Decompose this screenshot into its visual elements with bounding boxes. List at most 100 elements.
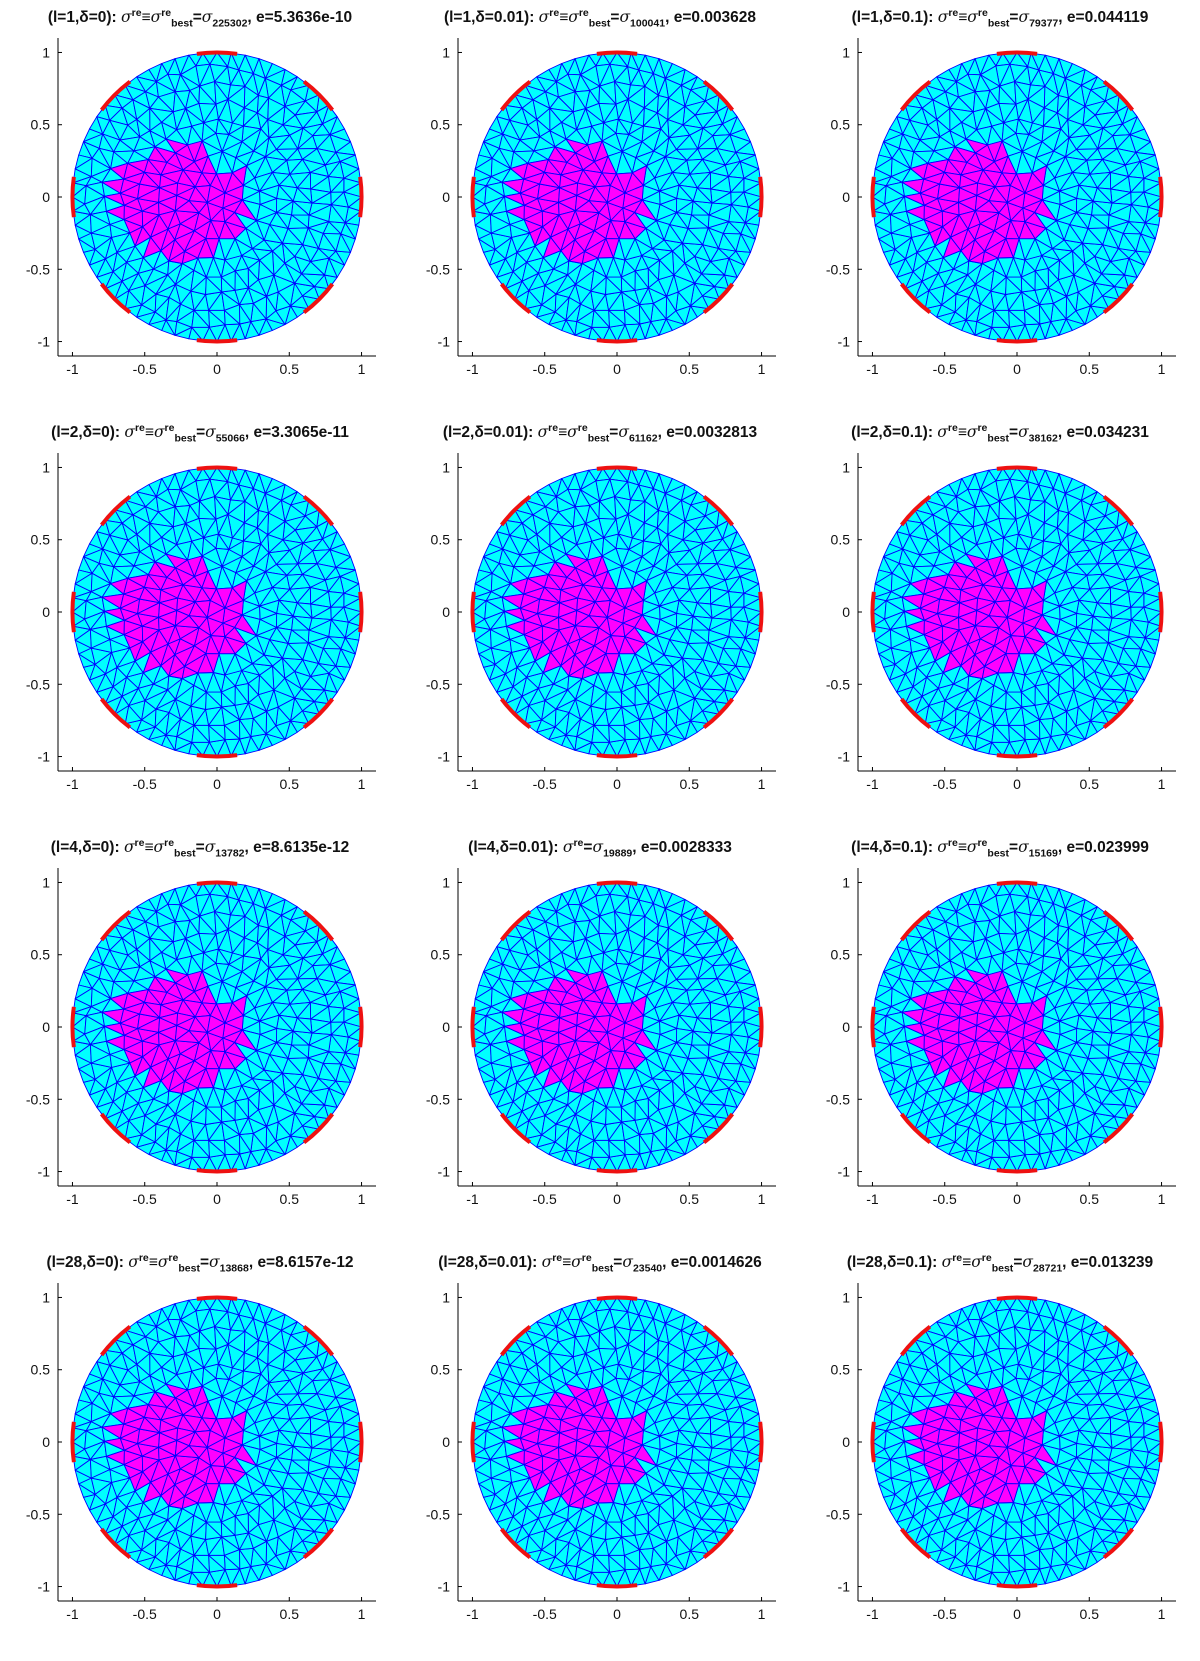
mesh-element [222,1037,236,1053]
y-tick-label: -1 [438,334,451,350]
electrode-arc [302,494,335,527]
electrode-arc [899,79,932,112]
x-tick-label: -1 [866,776,879,792]
delta-value: 0.01 [492,424,523,442]
y-tick-label: -0.5 [26,261,50,277]
electrodes [70,50,364,344]
electrode-arc [499,697,532,730]
superscript-re: re [548,422,559,434]
sigma-symbol: σ [204,838,216,857]
mesh-plot: -1 -0.5 0 0.5 110.50-0.5-1 [26,868,376,1207]
y-tick-label: -1 [38,1164,51,1180]
mesh-plot: -1 -0.5 0 0.5 110.50-0.5-1 [826,868,1176,1207]
mesh-triangles [72,52,362,342]
electrode-arc [358,1006,364,1048]
equiv-symbol: ≡ [957,424,967,442]
y-tick-label: -0.5 [26,1091,50,1107]
electrode-arc [302,79,335,112]
error-label: e= [666,424,684,442]
mesh-plot: -1 -0.5 0 0.5 110.50-0.5-1 [26,453,376,792]
y-tick-label: 0 [42,604,50,620]
mesh-element [1006,607,1026,624]
delta-value: 0.01 [493,9,525,27]
electrode-arc [899,697,932,730]
electrode-arc [996,50,1038,56]
electrode-arc [302,1112,335,1145]
subscript-best: best [588,17,611,30]
x-tick-label: 0.5 [280,1191,300,1207]
y-tick-label: 0.5 [31,532,51,548]
mesh-triangles [472,52,762,342]
x-tick-label: 1 [758,776,766,792]
y-tick-label: 1 [442,874,450,890]
l-label: l= [473,839,487,857]
l-label: l= [856,9,871,27]
y-tick-label: 0.5 [31,947,51,963]
panel: (l=1,δ=0.01): σre≡σrebest=σ100041, e=0.0… [400,0,800,415]
sigma-symbol: σ [1018,423,1029,442]
delta-label: δ= [882,424,902,442]
equiv-symbol: ≡ [144,424,154,442]
error-value: 0.023999 [1084,839,1149,857]
equiv-symbol: ≡ [559,9,569,27]
sigma-symbol: σ [124,423,135,442]
sigma-symbol: σ [567,423,578,442]
panel-title: (l=4,δ=0.1): σre≡σrebest=σ15169, e=0.023… [851,837,1149,860]
sigma-index: 79377 [1029,17,1059,30]
sigma-symbol: σ [618,423,629,442]
superscript-re: re [977,7,988,19]
electrode-arc [996,465,1038,471]
error-value: 0.044119 [1084,9,1149,27]
electrode-arc [99,697,132,730]
subscript-best: best [174,847,196,860]
electrode-arc [196,50,238,56]
error-label: e= [253,424,272,442]
x-tick-label: 1 [758,1191,766,1207]
electrode-arc [70,1006,76,1048]
panel-title: (l=4,δ=0): σre≡σrebest=σ13782, e=8.6135e… [50,837,350,860]
mesh-element [622,207,636,223]
superscript-re: re [577,422,588,434]
y-tick-label: 0 [442,604,450,620]
electrode-arc [996,338,1038,344]
x-tick-label: -1 [66,1191,79,1207]
x-tick-label: 1 [758,361,766,377]
delta-label: δ= [882,839,902,857]
mesh-element [206,1022,226,1039]
panel-title: (l=2,δ=0.01): σre≡σrebest=σ61162, e=0.00… [442,422,758,445]
mesh-element [622,622,636,638]
x-tick-label: -0.5 [933,361,957,377]
electrode-arc [596,753,638,759]
electrode-arc [596,338,638,344]
sigma-symbol: σ [153,838,165,857]
x-tick-label: -1 [466,361,479,377]
y-tick-label: -0.5 [426,1091,450,1107]
electrode-arc [302,909,335,942]
y-tick-label: -1 [38,749,51,765]
panel: (l=4,δ=0.1): σre≡σrebest=σ15169, e=0.023… [800,830,1200,1245]
electrode-arc [702,282,735,315]
sigma-symbol: σ [205,423,216,442]
mesh-triangles [872,882,1162,1172]
electrode-arc [470,1006,476,1048]
error-value: 5.3636e-10 [273,9,353,27]
sigma-symbol: σ [619,8,631,27]
superscript-re: re [573,837,584,849]
sigma-index: 15169 [1028,847,1058,860]
x-tick-label: 0 [213,1191,221,1207]
subscript-best: best [987,847,1009,860]
l-value: 1 [462,9,472,27]
error-value: 8.6135e-12 [270,839,350,857]
panel: (l=1,δ=0): σre≡σrebest=σ225302, e=5.3636… [0,0,400,415]
electrode-arc [702,697,735,730]
y-tick-label: -0.5 [26,676,50,692]
mesh-triangles [72,467,362,757]
mesh-element [206,192,226,209]
l-value: 2 [69,424,79,442]
x-tick-label: 1 [1158,776,1166,792]
electrode-arc [196,880,238,886]
superscript-re: re [131,7,142,19]
electrode-arc [596,1168,638,1174]
superscript-re: re [164,422,175,434]
panel-title: (l=2,δ=0.1): σre≡σrebest=σ38162, e=0.034… [851,422,1149,445]
